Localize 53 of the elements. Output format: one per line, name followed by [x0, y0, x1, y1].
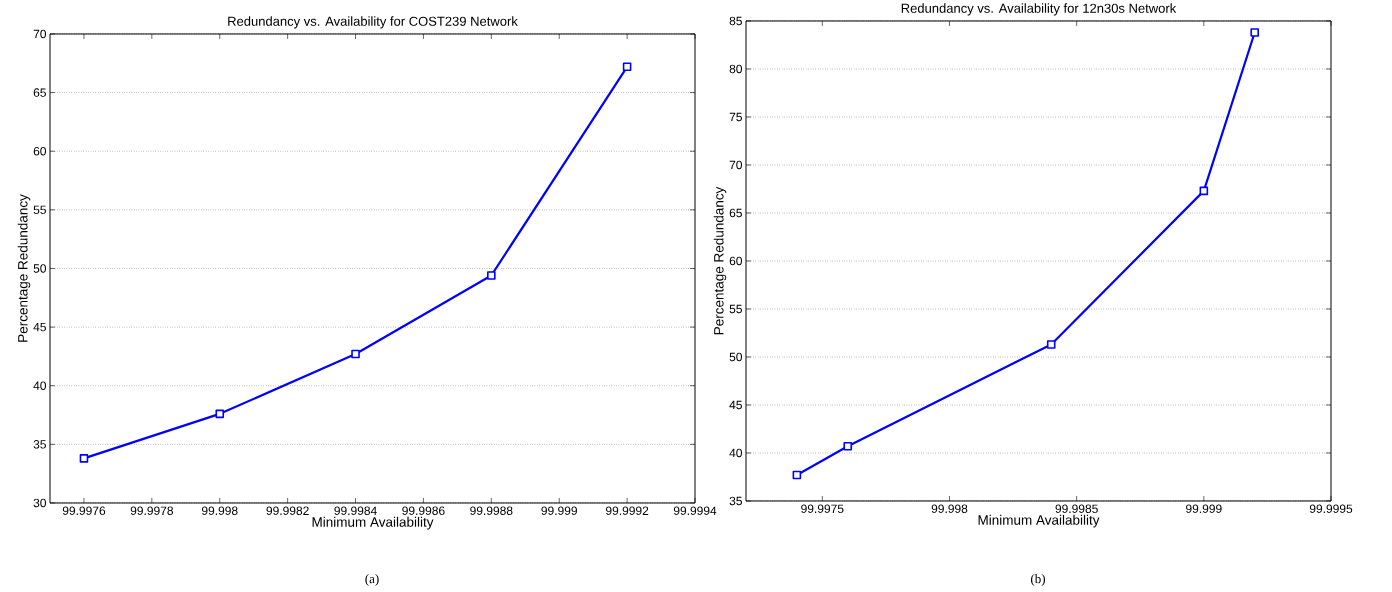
- y-tick-label: 50: [33, 264, 47, 273]
- x-tick-label: 99.999: [541, 506, 577, 516]
- x-axis-title: Minimum Availability: [312, 516, 434, 530]
- y-tick-label: 75: [729, 112, 742, 122]
- chart-title: Redundancy vs. Availability for 12n30s Network: [901, 3, 1177, 16]
- y-tick-label: 55: [729, 304, 742, 314]
- point: [1250, 28, 1259, 37]
- point: [79, 454, 89, 463]
- text: (b): [1030, 574, 1046, 586]
- point: [1199, 186, 1209, 196]
- y-tick-label: 55: [33, 205, 46, 215]
- point: [1046, 340, 1056, 349]
- y-axis-title: Percentage Redundancy: [17, 194, 31, 342]
- y-tick-label: 50: [729, 352, 743, 362]
- x-tick-label: 99.9994: [673, 506, 717, 516]
- y-tick-label: 35: [729, 496, 742, 506]
- y-tick-label: 85: [729, 16, 742, 26]
- y-tick-label: 30: [33, 498, 47, 508]
- x-tick-label: 99.9988: [470, 506, 513, 516]
- point: [622, 62, 632, 72]
- y-tick-label: 45: [33, 322, 46, 332]
- x-tick-label: 99.998: [931, 504, 968, 514]
- x-tick-label: 99.998: [201, 506, 238, 516]
- x-tick-label: 99.9976: [62, 506, 106, 516]
- y-axis-title: Percentage Redundancy: [713, 186, 727, 335]
- y-tick-label: 60: [33, 147, 47, 156]
- y-tick-label: 40: [33, 381, 47, 390]
- x-tick-label: 99.9995: [1309, 504, 1353, 514]
- text: (a): [365, 574, 379, 586]
- x-tick-label: 99.9992: [605, 506, 649, 516]
- x-tick-label: 99.9978: [130, 506, 174, 516]
- point: [215, 409, 225, 419]
- y-tick-label: 40: [729, 448, 743, 458]
- point: [792, 470, 802, 480]
- x-tick-label: 99.9975: [801, 504, 844, 514]
- y-tick-label: 45: [729, 400, 742, 410]
- x-tick-label: 99.9982: [266, 506, 309, 516]
- y-tick-label: 70: [33, 29, 47, 39]
- x-tick-label: 99.9986: [402, 506, 445, 516]
- point: [351, 349, 360, 359]
- point: [843, 441, 853, 451]
- chart-title: Redundancy vs. Availability for COST239 Network: [228, 16, 518, 29]
- point: [487, 271, 496, 280]
- y-tick-label: 35: [33, 440, 46, 449]
- y-tick-label: 70: [729, 160, 743, 170]
- x-tick-label: 99.9984: [334, 506, 377, 516]
- y-tick-label: 65: [729, 208, 742, 218]
- y-tick-label: 65: [33, 88, 46, 97]
- x-tick-label: 99.9985: [1055, 504, 1098, 514]
- y-tick-label: 80: [729, 64, 743, 74]
- x-tick-label: 99.999: [1186, 504, 1222, 514]
- y-tick-label: 60: [729, 256, 743, 266]
- x-axis-title: Minimum Availability: [978, 514, 1100, 528]
